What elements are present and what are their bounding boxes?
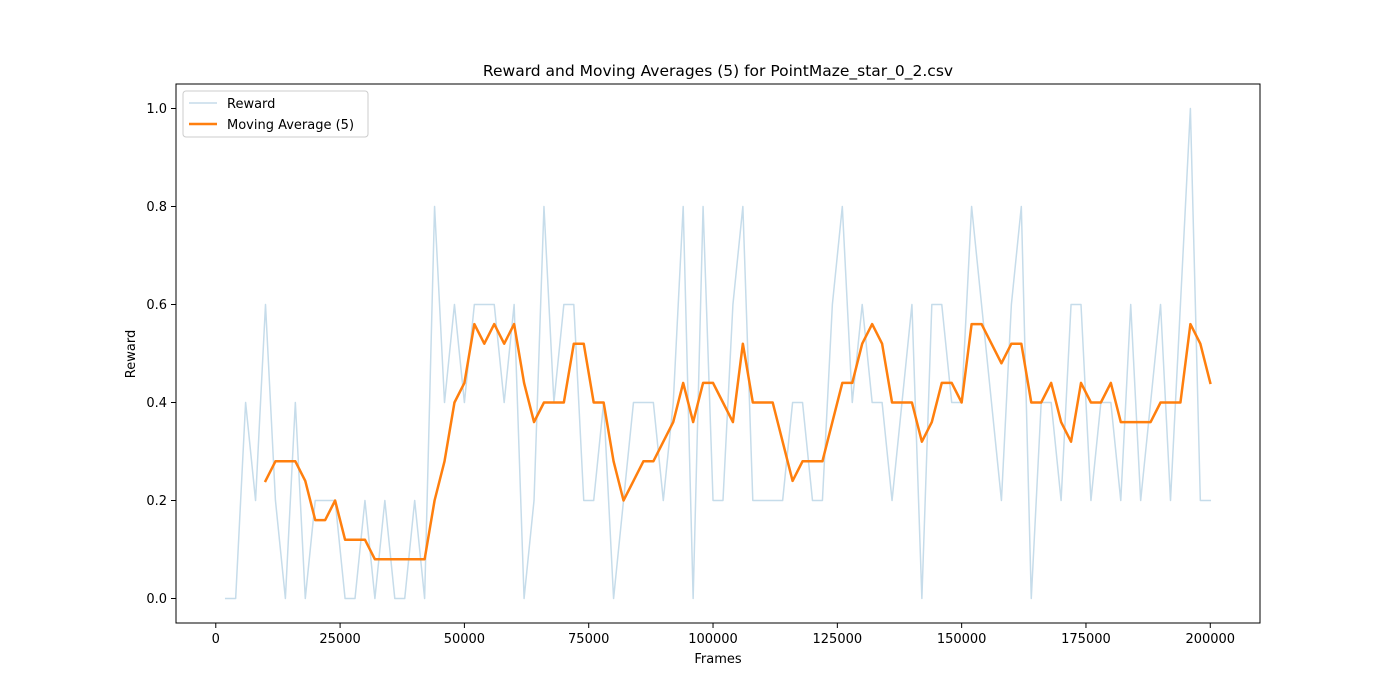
x-axis: 0 25000 50000 75000 100000 125000 150000 175000… [212,623,1235,647]
legend-label-moving-average: Moving Average (5) [227,118,354,133]
x-axis-label: Frames [694,652,742,667]
x-tick-label: 25000 [319,632,360,647]
y-tick-label: 0.2 [146,494,167,509]
plot-frame [175,83,1261,624]
series-line-moving-average [263,322,1212,561]
x-tick-label: 175000 [1061,632,1111,647]
y-axis: 0.0 0.2 0.4 0.6 0.8 1.0 [146,102,176,607]
x-tick-label: 50000 [444,632,485,647]
series-line-reward [224,107,1212,600]
x-tick-label: 125000 [813,632,863,647]
legend: Reward Moving Average (5) [182,90,369,138]
legend-box [182,90,369,138]
x-tick-label: 75000 [568,632,609,647]
plot-area [175,83,1261,624]
y-axis-label: Reward [124,330,139,378]
chart-title: Reward and Moving Averages (5) for Point… [483,62,953,81]
y-tick-label: 0.8 [146,200,167,215]
x-tick-label: 200000 [1185,632,1235,647]
series-layer [224,107,1212,600]
y-tick-label: 0.4 [146,396,167,411]
y-tick-label: 0.6 [146,298,167,313]
legend-label-reward: Reward [227,97,275,112]
x-tick-label: 100000 [688,632,738,647]
y-tick-label: 1.0 [146,102,167,117]
y-tick-label: 0.0 [146,592,167,607]
x-tick-label: 0 [212,632,220,647]
x-tick-label: 150000 [937,632,987,647]
